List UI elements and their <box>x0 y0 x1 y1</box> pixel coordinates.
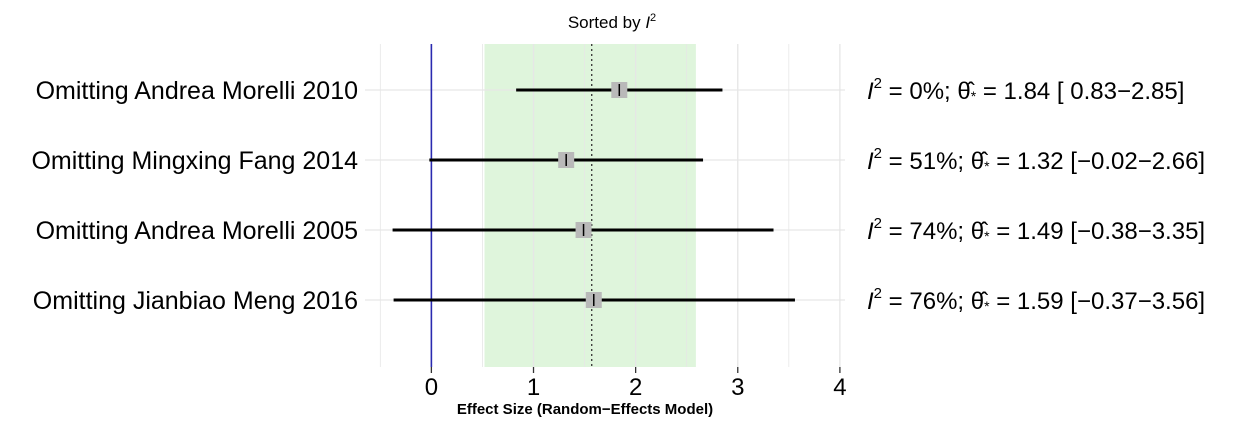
stat-i2: = 74%; <box>882 218 971 245</box>
stat-value: = 1.84 [ 0.83−2.85] <box>976 78 1184 105</box>
stat-i: I <box>867 218 874 245</box>
chart-title-i: I <box>645 13 650 32</box>
stat-sup: 2 <box>874 75 882 92</box>
stat-i: I <box>867 288 874 315</box>
stat-star: * <box>984 158 990 174</box>
stat-theta: θ̂ <box>971 288 988 315</box>
stat-sup: 2 <box>874 215 882 232</box>
stat-i2: = 51%; <box>882 148 971 175</box>
stat-theta: θ̂ <box>971 148 988 175</box>
x-tick-label: 2 <box>629 374 642 401</box>
stat-star: * <box>984 298 990 314</box>
study-label: Omitting Andrea Morelli 2010 <box>36 77 358 105</box>
stat-theta: θ̂ <box>971 218 988 245</box>
row-stat: I2 = 0%; θ̂* = 1.84 [ 0.83−2.85] <box>867 75 1184 105</box>
stat-theta: θ̂ <box>957 78 974 105</box>
study-label: Omitting Mingxing Fang 2014 <box>31 147 358 175</box>
stat-value: = 1.49 [−0.38−3.35] <box>990 218 1206 245</box>
row-stat: I2 = 74%; θ̂* = 1.49 [−0.38−3.35] <box>867 215 1205 245</box>
pooled-ci-band <box>484 44 696 367</box>
stat-value: = 1.32 [−0.02−2.66] <box>990 148 1206 175</box>
study-label: Omitting Jianbiao Meng 2016 <box>33 287 358 315</box>
stat-sup: 2 <box>874 145 882 162</box>
chart-title-sup: 2 <box>650 12 656 24</box>
x-tick-label: 0 <box>425 374 438 401</box>
stat-i2: = 0%; <box>882 78 957 105</box>
stat-i: I <box>867 78 874 105</box>
stat-i2: = 76%; <box>882 288 971 315</box>
chart-title-text: Sorted by <box>568 13 646 32</box>
x-tick-label: 1 <box>527 374 540 401</box>
x-tick-label: 4 <box>833 374 846 401</box>
row-stat: I2 = 76%; θ̂* = 1.59 [−0.37−3.56] <box>867 285 1205 315</box>
x-tick-label: 3 <box>731 374 744 401</box>
stat-sup: 2 <box>874 285 882 302</box>
stat-value: = 1.59 [−0.37−3.56] <box>990 288 1206 315</box>
x-axis-label: Effect Size (Random−Effects Model) <box>457 401 713 418</box>
stat-star: * <box>984 228 990 244</box>
stat-i: I <box>867 148 874 175</box>
chart-title: Sorted by I2 <box>568 12 656 32</box>
row-stat: I2 = 51%; θ̂* = 1.32 [−0.02−2.66] <box>867 145 1205 175</box>
study-label: Omitting Andrea Morelli 2005 <box>36 217 358 245</box>
stat-star: * <box>971 88 977 104</box>
